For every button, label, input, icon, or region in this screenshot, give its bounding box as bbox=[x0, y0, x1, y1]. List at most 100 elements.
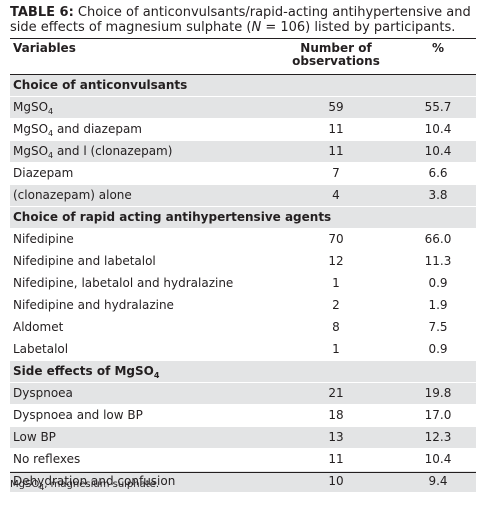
percent-cell: 3.8 bbox=[428, 188, 448, 202]
header-rule bbox=[10, 74, 476, 75]
percent-cell: 10.4 bbox=[424, 122, 452, 136]
observations-cell: 21 bbox=[328, 386, 344, 400]
header-number: Number of observations bbox=[292, 41, 380, 68]
variable-label: Labetalol bbox=[13, 342, 69, 356]
variable-label: Nifedipine and hydralazine bbox=[13, 298, 174, 312]
observations-cell: 10 bbox=[328, 474, 344, 488]
variable-label: Diazepam bbox=[13, 166, 74, 180]
observations-cell: 11 bbox=[328, 122, 344, 136]
table-row: Dyspnoea and low BP 18 17.0 bbox=[10, 405, 476, 427]
observations-cell: 4 bbox=[332, 188, 340, 202]
observations-cell: 11 bbox=[328, 452, 344, 466]
variable-label: MgSO bbox=[13, 100, 49, 114]
variable-cell: MgSO4 and diazepam bbox=[13, 119, 142, 140]
table-header: Variables Number of observations % bbox=[10, 40, 476, 74]
observations-cell: 1 bbox=[332, 342, 340, 356]
variable-label: Choice of rapid acting antihypertensive … bbox=[13, 210, 332, 224]
variable-cell: No reflexes bbox=[13, 449, 80, 470]
variable-cell: Dyspnoea bbox=[13, 383, 73, 404]
percent-cell: 1.9 bbox=[428, 298, 448, 312]
variable-cell: (clonazepam) alone bbox=[13, 185, 132, 206]
variable-cell: Labetalol bbox=[13, 339, 68, 360]
variable-cell: MgSO4 and l (clonazepam) bbox=[13, 141, 172, 162]
table-body: Choice of anticonvulsants MgSO4 59 55.7 MgSO… bbox=[10, 75, 476, 493]
subscript: 4 bbox=[48, 107, 54, 116]
table-row: Nifedipine and hydralazine 2 1.9 bbox=[10, 295, 476, 317]
variable-cell: Aldomet bbox=[13, 317, 63, 338]
footnote-sub: 4 bbox=[39, 483, 45, 492]
section-header-row: Choice of anticonvulsants bbox=[10, 75, 476, 97]
percent-cell: 17.0 bbox=[424, 408, 452, 422]
variable-cell: Nifedipine bbox=[13, 229, 74, 250]
table-row: Nifedipine and labetalol 12 11.3 bbox=[10, 251, 476, 273]
percent-cell: 0.9 bbox=[428, 342, 448, 356]
subscript: 4 bbox=[48, 151, 54, 160]
percent-cell: 19.8 bbox=[424, 386, 452, 400]
variable-cell: Dehydration and confusion bbox=[13, 471, 175, 492]
table-row: Aldomet 8 7.5 bbox=[10, 317, 476, 339]
observations-cell: 12 bbox=[328, 254, 344, 268]
table-caption: TABLE 6: Choice of anticonvulsants/rapid… bbox=[10, 5, 476, 35]
table-row: Diazepam 7 6.6 bbox=[10, 163, 476, 185]
section-title: Choice of anticonvulsants bbox=[13, 75, 187, 96]
observations-cell: 70 bbox=[328, 232, 344, 246]
variable-cell: Dyspnoea and low BP bbox=[13, 405, 143, 426]
percent-cell: 11.3 bbox=[424, 254, 452, 268]
variable-label: MgSO bbox=[13, 144, 49, 158]
header-variables: Variables bbox=[13, 41, 76, 55]
header-percent: % bbox=[431, 41, 445, 55]
footnote-text: , magnesium sulphate. bbox=[44, 479, 159, 490]
percent-cell: 55.7 bbox=[424, 100, 452, 114]
variable-label-suffix: and diazepam bbox=[53, 122, 142, 136]
observations-cell: 7 bbox=[332, 166, 340, 180]
section-header-row: Side effects of MgSO4 bbox=[10, 361, 476, 383]
table-row: MgSO4 59 55.7 bbox=[10, 97, 476, 119]
percent-cell: 66.0 bbox=[424, 232, 452, 246]
table-label: TABLE 6: bbox=[10, 5, 74, 20]
percent-cell: 12.3 bbox=[424, 430, 452, 444]
caption-text-end: = 106) listed by participants. bbox=[261, 20, 456, 35]
footnote-abbr: MgSO bbox=[10, 479, 40, 490]
variable-cell: Low BP bbox=[13, 427, 56, 448]
variable-label: MgSO bbox=[13, 122, 49, 136]
observations-cell: 1 bbox=[332, 276, 340, 290]
subscript: 4 bbox=[153, 371, 160, 380]
variable-label: No reflexes bbox=[13, 452, 81, 466]
percent-cell: 7.5 bbox=[428, 320, 448, 334]
variable-cell: Nifedipine, labetalol and hydralazine bbox=[13, 273, 233, 294]
percent-cell: 9.4 bbox=[428, 474, 448, 488]
variable-label: Low BP bbox=[13, 430, 56, 444]
variable-cell: Nifedipine and hydralazine bbox=[13, 295, 174, 316]
table-row: (clonazepam) alone 4 3.8 bbox=[10, 185, 476, 207]
variable-label: Dyspnoea bbox=[13, 386, 73, 400]
bottom-rule bbox=[10, 472, 476, 473]
variable-label: Aldomet bbox=[13, 320, 64, 334]
variable-label: Nifedipine bbox=[13, 232, 74, 246]
table-row: MgSO4 and diazepam 11 10.4 bbox=[10, 119, 476, 141]
variable-label: Choice of anticonvulsants bbox=[13, 78, 188, 92]
variable-label-suffix: and l (clonazepam) bbox=[53, 144, 173, 158]
percent-cell: 10.4 bbox=[424, 144, 452, 158]
caption-text: Choice of anticonvulsants/rapid-acting a… bbox=[10, 5, 471, 35]
top-rule bbox=[10, 38, 476, 39]
variable-label: Side effects of MgSO bbox=[13, 364, 154, 378]
variable-cell: Diazepam bbox=[13, 163, 73, 184]
table-row: No reflexes 11 10.4 bbox=[10, 449, 476, 471]
table-row: Dehydration and confusion 10 9.4 bbox=[10, 471, 476, 493]
caption-n-symbol: N bbox=[251, 20, 262, 35]
variable-label: Nifedipine, labetalol and hydralazine bbox=[13, 276, 234, 290]
table-row: MgSO4 and l (clonazepam) 11 10.4 bbox=[10, 141, 476, 163]
section-title: Choice of rapid acting antihypertensive … bbox=[13, 207, 331, 228]
variable-label: Nifedipine and labetalol bbox=[13, 254, 156, 268]
section-header-row: Choice of rapid acting antihypertensive … bbox=[10, 207, 476, 229]
percent-cell: 6.6 bbox=[428, 166, 448, 180]
table-row: Dyspnoea 21 19.8 bbox=[10, 383, 476, 405]
table-row: Labetalol 1 0.9 bbox=[10, 339, 476, 361]
observations-cell: 8 bbox=[332, 320, 340, 334]
variable-cell: Nifedipine and labetalol bbox=[13, 251, 156, 272]
table-row: Nifedipine 70 66.0 bbox=[10, 229, 476, 251]
subscript: 4 bbox=[48, 129, 54, 138]
percent-cell: 0.9 bbox=[428, 276, 448, 290]
table-row: Low BP 13 12.3 bbox=[10, 427, 476, 449]
variable-label: Dehydration and confusion bbox=[13, 474, 176, 488]
